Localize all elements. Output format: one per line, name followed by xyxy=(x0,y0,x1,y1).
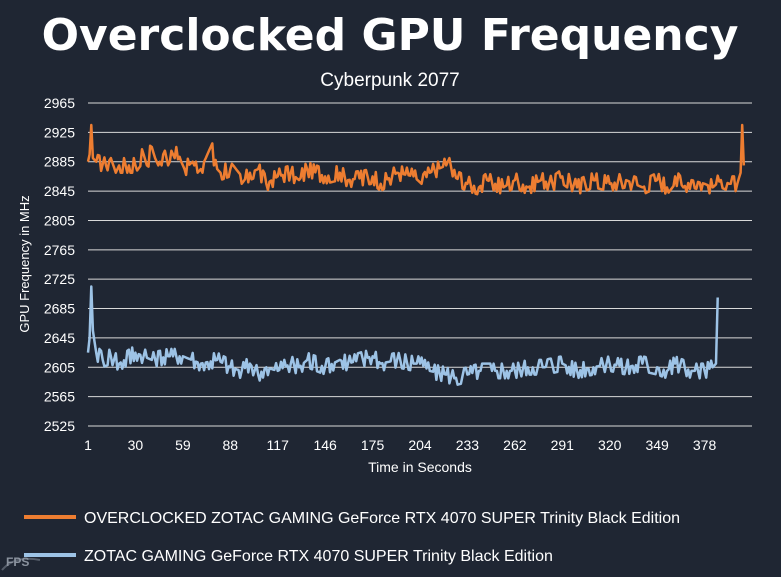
x-tick-label: 320 xyxy=(598,437,622,453)
x-tick-label: 349 xyxy=(645,437,669,453)
y-tick-label: 2645 xyxy=(44,330,75,346)
y-tick-label: 2565 xyxy=(44,389,75,405)
x-tick-label: 262 xyxy=(503,437,527,453)
legend: OVERCLOCKED ZOTAC GAMING GeForce RTX 407… xyxy=(24,510,680,565)
watermark-logo: FPS xyxy=(1,555,41,571)
y-tick-label: 2965 xyxy=(44,95,75,111)
y-tick-label: 2845 xyxy=(44,183,75,199)
x-tick-label: 233 xyxy=(456,437,480,453)
legend-item-overclocked: OVERCLOCKED ZOTAC GAMING GeForce RTX 407… xyxy=(24,510,680,527)
x-axis-tick-labels: 1 30 59 88 117 146 175 204 233 262 291 320 349 378 xyxy=(84,437,716,453)
legend-label-stock: ZOTAC GAMING GeForce RTX 4070 SUPER Trin… xyxy=(84,548,553,565)
x-tick-label: 88 xyxy=(222,437,238,453)
x-tick-label: 30 xyxy=(128,437,144,453)
y-tick-label: 2885 xyxy=(44,154,75,170)
legend-item-stock: ZOTAC GAMING GeForce RTX 4070 SUPER Trin… xyxy=(24,548,553,565)
y-tick-label: 2925 xyxy=(44,124,75,140)
chart-title: Overclocked GPU Frequency xyxy=(42,10,739,61)
y-tick-label: 2765 xyxy=(44,242,75,258)
y-tick-label: 2725 xyxy=(44,271,75,287)
watermark-text: FPS xyxy=(6,555,29,569)
x-tick-label: 59 xyxy=(175,437,191,453)
x-tick-label: 378 xyxy=(693,437,717,453)
x-tick-label: 291 xyxy=(551,437,575,453)
series-line-stock xyxy=(86,285,719,386)
watermark-gear-icon xyxy=(1,557,41,571)
chart-subtitle: Cyberpunk 2077 xyxy=(320,70,459,91)
x-tick-label: 175 xyxy=(361,437,385,453)
y-tick-label: 2525 xyxy=(44,418,75,434)
y-axis-label: GPU Frequency in MHz xyxy=(17,195,32,332)
series-lines xyxy=(86,123,746,386)
x-axis-label: Time in Seconds xyxy=(368,459,472,475)
x-tick-label: 204 xyxy=(408,437,432,453)
y-axis-tick-labels: 2525 2565 2605 2645 2685 2725 2765 2805 2845 2885… xyxy=(44,95,75,434)
y-tick-label: 2605 xyxy=(44,359,75,375)
legend-label-overclocked: OVERCLOCKED ZOTAC GAMING GeForce RTX 407… xyxy=(84,510,680,527)
y-tick-label: 2685 xyxy=(44,301,75,317)
x-tick-label: 146 xyxy=(313,437,337,453)
x-tick-label: 117 xyxy=(267,437,290,453)
series-line-overclocked xyxy=(86,123,746,196)
x-tick-label: 1 xyxy=(84,437,92,453)
y-tick-label: 2805 xyxy=(44,212,75,228)
